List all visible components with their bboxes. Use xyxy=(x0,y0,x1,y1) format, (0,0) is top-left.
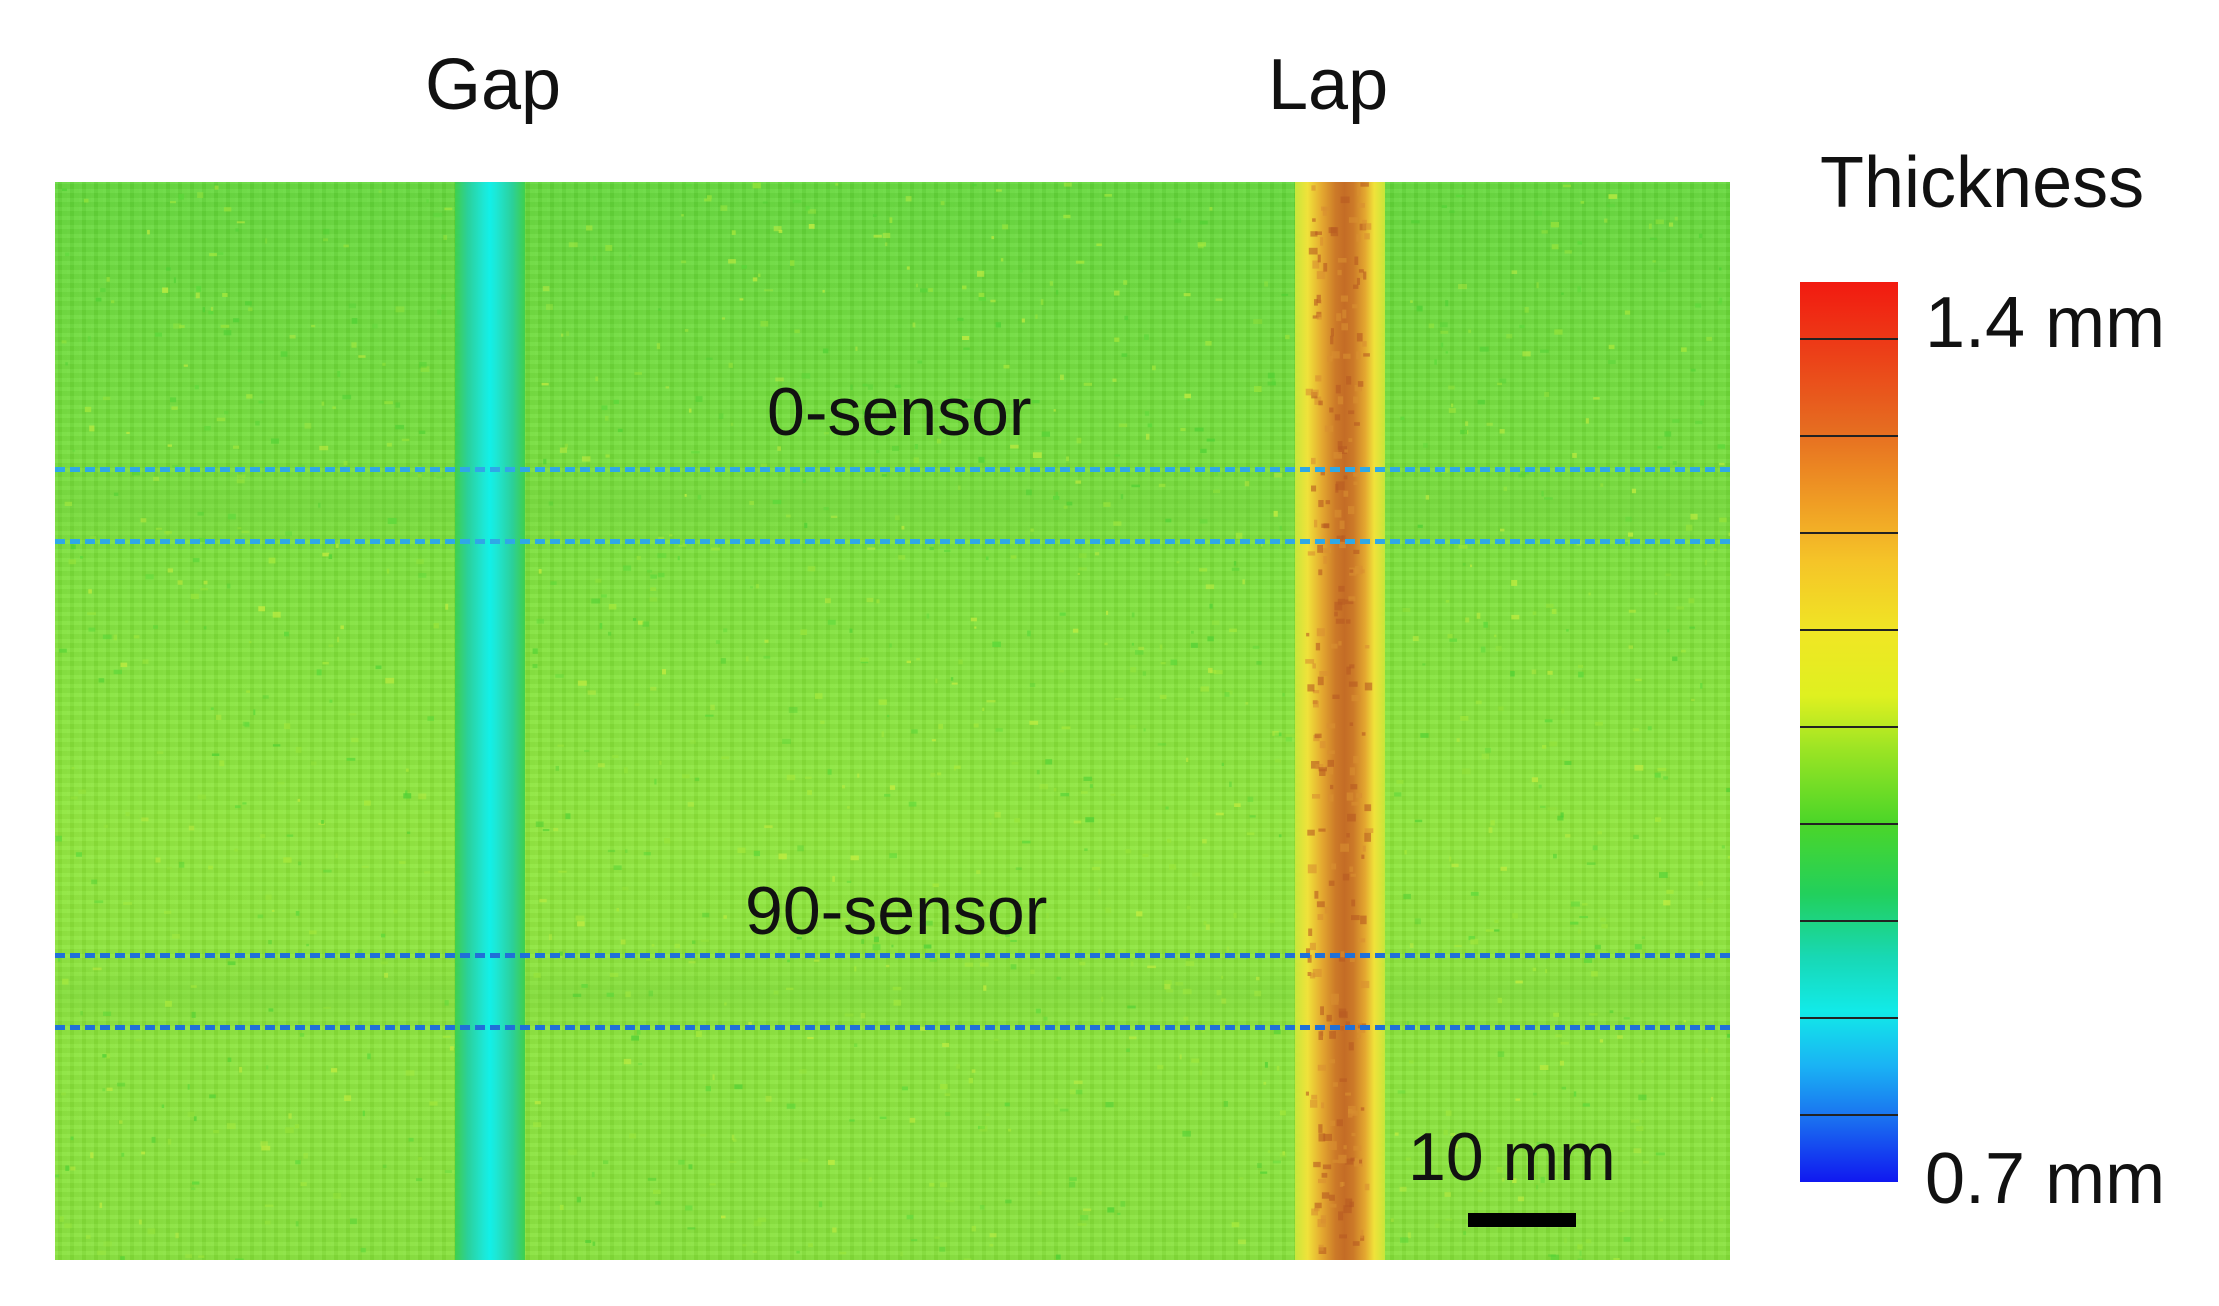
colorbar-tick xyxy=(1800,726,1898,728)
colorbar-tick xyxy=(1800,629,1898,631)
colorbar-title: Thickness xyxy=(1820,143,2145,223)
sensor0-region xyxy=(55,470,1730,542)
sensor90-bottom-line xyxy=(55,1025,1730,1030)
sensor0-bottom-line xyxy=(55,539,1730,544)
gap-band xyxy=(455,182,525,1260)
thickness-map xyxy=(55,182,1730,1260)
colorbar-tick xyxy=(1800,1017,1898,1019)
colorbar-tick xyxy=(1800,435,1898,437)
sensor90-region xyxy=(55,958,1730,1030)
sensor0-top-line xyxy=(55,467,1730,472)
sensor90-label: 90-sensor xyxy=(745,873,1048,949)
colorbar-min-label: 0.7 mm xyxy=(1925,1139,2166,1219)
scale-bar xyxy=(1468,1213,1576,1227)
colorbar-tick xyxy=(1800,1114,1898,1116)
colorbar xyxy=(1800,282,1898,1182)
gap-title: Gap xyxy=(425,45,562,125)
lap-title: Lap xyxy=(1268,45,1389,125)
scale-bar-label: 10 mm xyxy=(1408,1119,1616,1195)
colorbar-tick xyxy=(1800,920,1898,922)
speckle-texture xyxy=(55,182,1730,1260)
colorbar-tick xyxy=(1800,823,1898,825)
colorbar-tick xyxy=(1800,338,1898,340)
sensor0-label: 0-sensor xyxy=(767,374,1032,450)
colorbar-tick xyxy=(1800,532,1898,534)
colorbar-max-label: 1.4 mm xyxy=(1925,283,2166,363)
sensor90-top-line xyxy=(55,953,1730,958)
